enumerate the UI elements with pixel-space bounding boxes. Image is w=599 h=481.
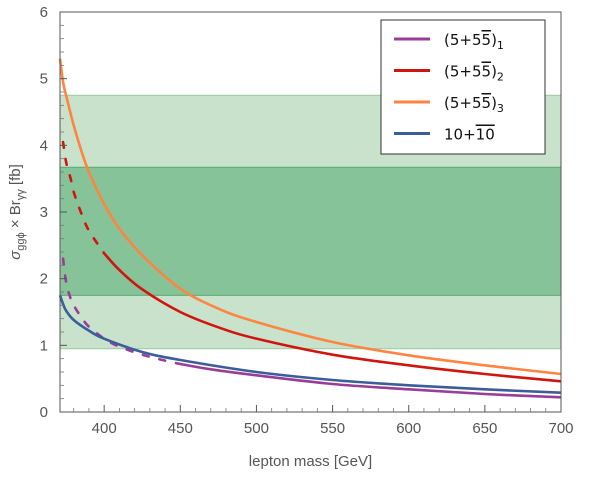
x-axis: 400 450 500 550 600 650 700 [73,405,574,437]
x-tick-label: 600 [396,420,421,437]
series-layer [58,58,562,399]
legend-label: (5+55)3 [444,94,504,115]
series-2 [61,140,562,383]
series-4 [58,294,562,394]
series-line-dashed [61,257,182,366]
legend-item: (5+55)1 [394,31,504,52]
x-tick-label: 500 [244,420,269,437]
y-tick-label: 3 [40,204,48,221]
x-tick-label: 650 [472,420,497,437]
y-tick-label: 5 [40,71,48,88]
legend-label: 10+10 [444,126,495,144]
legend-item: (5+55)3 [394,94,504,115]
series-1 [61,257,562,399]
series-line-dashed [61,140,106,255]
series-line [103,252,562,383]
y-tick-label: 0 [40,404,48,421]
y-axis-title: σggϕ × Brγγ [fb] [7,164,27,260]
x-tick-label: 550 [320,420,345,437]
legend-label: (5+55)2 [444,63,504,84]
series-line [180,362,562,399]
series-line [58,294,562,394]
series-line [58,58,562,376]
y-tick-label: 2 [40,271,48,288]
y-tick-label: 6 [40,4,48,21]
series-3 [58,58,562,376]
x-tick-label: 400 [92,420,117,437]
legend: (5+55)1 (5+55)2 (5+55)3 10+10 [380,19,546,155]
legend-label: (5+55)1 [444,31,504,52]
y-axis: 0 1 2 3 4 5 6 [40,4,67,421]
legend-item: 10+10 [394,126,495,144]
y-tick-label: 4 [40,137,48,154]
x-axis-title: lepton mass [GeV] [249,453,372,470]
legend-box [380,19,546,155]
legend-item: (5+55)2 [394,63,504,84]
x-tick-label: 700 [548,420,573,437]
y-tick-label: 1 [40,337,48,354]
confidence-band-2 [60,167,561,296]
x-tick-label: 450 [168,420,193,437]
